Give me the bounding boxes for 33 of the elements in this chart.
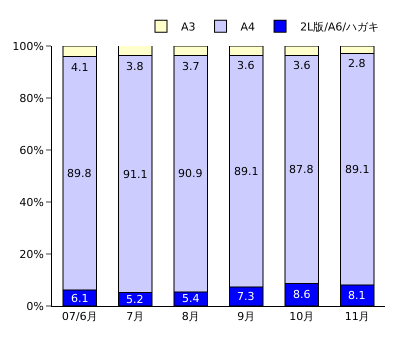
y-tick-label: 0%	[26, 300, 44, 313]
x-tick-label: 7月	[126, 310, 144, 324]
data-label: 2.8	[348, 57, 366, 70]
y-tick-label: 80%	[19, 92, 44, 105]
data-label: 91.1	[123, 168, 148, 181]
x-tick-label: 10月	[289, 310, 314, 324]
data-label: 3.8	[126, 60, 144, 73]
data-label: 89.1	[345, 163, 370, 176]
data-label: 3.7	[182, 60, 200, 73]
legend-label: A3	[181, 20, 196, 34]
y-tick-label: 100%	[12, 40, 44, 53]
x-tick-label: 8月	[182, 310, 200, 324]
data-label: 6.1	[71, 292, 88, 305]
data-label: 5.2	[126, 293, 144, 306]
x-tick-label: 9月	[237, 310, 256, 324]
y-tick-label: 40%	[19, 196, 44, 209]
y-tick-label: 20%	[19, 248, 44, 261]
x-tick-label: 11月	[344, 310, 370, 324]
data-label: 90.9	[178, 167, 202, 180]
data-label: 5.4	[182, 292, 200, 305]
data-label: 89.8	[67, 167, 92, 180]
data-label: 3.6	[237, 59, 254, 72]
data-label: 4.1	[71, 61, 88, 74]
data-label: 89.1	[234, 165, 258, 178]
data-label: 3.6	[293, 59, 310, 72]
data-label: 8.1	[348, 289, 366, 302]
data-label: 7.3	[237, 290, 254, 303]
data-label: 87.8	[289, 163, 314, 176]
legend-label: 2L版/A6/ハガキ	[300, 20, 380, 34]
legend-label: A4	[240, 20, 256, 34]
y-tick-label: 60%	[19, 144, 44, 157]
data-label: 8.6	[293, 288, 310, 301]
x-tick-label: 07/6月	[62, 310, 98, 324]
